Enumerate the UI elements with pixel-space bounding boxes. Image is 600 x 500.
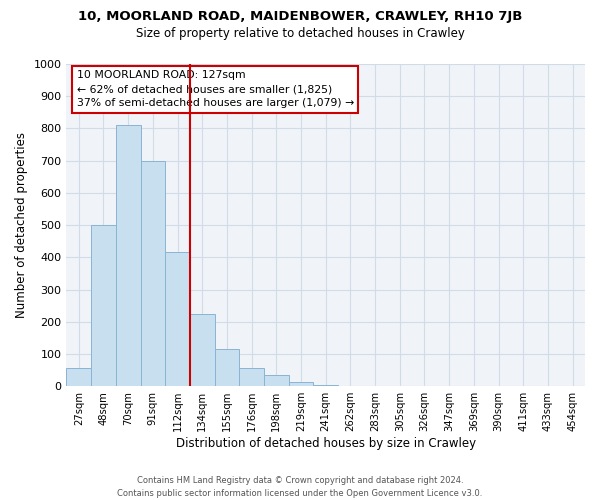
Bar xyxy=(190,314,215,386)
Bar xyxy=(313,384,338,386)
Bar xyxy=(91,225,116,386)
Text: 10 MOORLAND ROAD: 127sqm
← 62% of detached houses are smaller (1,825)
37% of sem: 10 MOORLAND ROAD: 127sqm ← 62% of detach… xyxy=(77,70,354,108)
Bar xyxy=(264,375,289,386)
Y-axis label: Number of detached properties: Number of detached properties xyxy=(15,132,28,318)
Bar xyxy=(140,160,165,386)
Bar xyxy=(165,252,190,386)
Bar xyxy=(239,368,264,386)
Bar xyxy=(289,382,313,386)
Text: 10, MOORLAND ROAD, MAIDENBOWER, CRAWLEY, RH10 7JB: 10, MOORLAND ROAD, MAIDENBOWER, CRAWLEY,… xyxy=(78,10,522,23)
Bar xyxy=(215,349,239,386)
Bar xyxy=(67,368,91,386)
X-axis label: Distribution of detached houses by size in Crawley: Distribution of detached houses by size … xyxy=(176,437,476,450)
Text: Contains HM Land Registry data © Crown copyright and database right 2024.
Contai: Contains HM Land Registry data © Crown c… xyxy=(118,476,482,498)
Bar xyxy=(116,125,140,386)
Text: Size of property relative to detached houses in Crawley: Size of property relative to detached ho… xyxy=(136,28,464,40)
